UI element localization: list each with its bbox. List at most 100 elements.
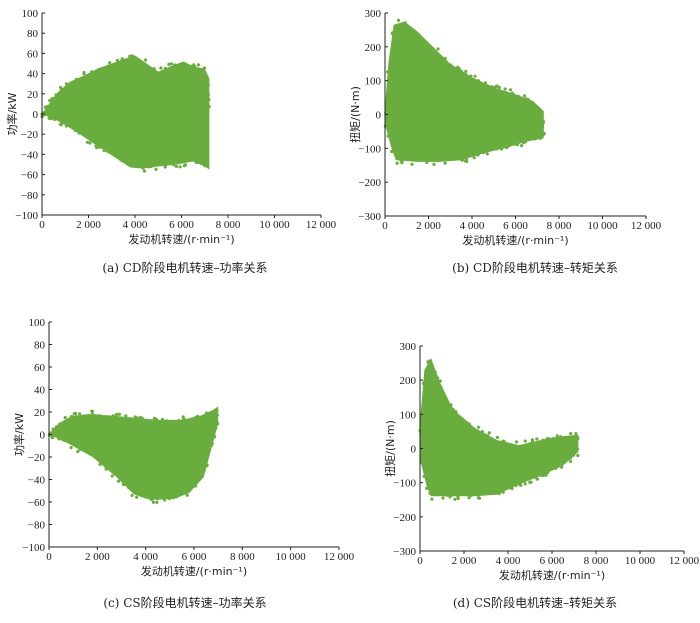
- data-point: [98, 74, 103, 78]
- data-point: [103, 116, 107, 120]
- data-point: [201, 456, 204, 460]
- data-point: [97, 89, 103, 94]
- data-point: [543, 449, 548, 455]
- data-point: [505, 469, 508, 473]
- data-point: [475, 79, 479, 83]
- data-point: [114, 154, 118, 158]
- data-point: [476, 492, 480, 496]
- data-point: [176, 485, 180, 490]
- data-point: [445, 478, 451, 484]
- data-point: [436, 376, 440, 380]
- data-point: [529, 480, 533, 484]
- x-tick-label: 10 000: [625, 555, 656, 567]
- data-point: [174, 103, 179, 108]
- data-point: [400, 73, 405, 78]
- data-point: [453, 97, 458, 103]
- data-point: [508, 443, 512, 448]
- data-point: [194, 155, 199, 160]
- data-point: [431, 471, 434, 475]
- data-point: [389, 66, 393, 69]
- data-point: [508, 143, 512, 147]
- data-point: [59, 115, 65, 121]
- data-point: [411, 124, 416, 129]
- data-point: [46, 105, 51, 109]
- data-point: [439, 454, 444, 458]
- y-tick-label: 20: [34, 407, 46, 419]
- data-point: [435, 148, 438, 151]
- data-point: [405, 81, 410, 85]
- y-tick-label: 100: [365, 76, 382, 88]
- data-point: [503, 118, 507, 122]
- data-point: [146, 430, 149, 433]
- data-point: [121, 417, 125, 420]
- data-point: [501, 106, 505, 110]
- data-point: [192, 84, 196, 88]
- data-point: [81, 98, 87, 104]
- data-point: [420, 141, 425, 146]
- data-point: [80, 132, 84, 136]
- data-point: [210, 425, 214, 430]
- data-point: [530, 473, 533, 476]
- data-point: [214, 427, 218, 430]
- data-point: [426, 422, 430, 427]
- scatter-points: [47, 408, 220, 504]
- data-point: [174, 164, 178, 168]
- data-point: [138, 81, 142, 85]
- y-tick-label: 100: [29, 317, 46, 329]
- data-point: [452, 148, 456, 152]
- data-point: [84, 424, 88, 428]
- data-point: [109, 71, 114, 76]
- data-point: [115, 58, 119, 62]
- data-point: [450, 478, 454, 482]
- data-point: [121, 66, 125, 70]
- data-point: [59, 87, 64, 92]
- data-point: [175, 151, 180, 156]
- data-point: [535, 465, 539, 469]
- data-point: [168, 429, 172, 433]
- data-point: [405, 120, 410, 126]
- y-tick-label: 40: [34, 385, 46, 397]
- data-point: [90, 443, 94, 447]
- data-point: [138, 132, 144, 137]
- data-point: [178, 87, 183, 91]
- data-point: [121, 446, 126, 451]
- data-point: [54, 425, 58, 428]
- data-point: [425, 419, 430, 423]
- data-point: [111, 417, 115, 421]
- data-point: [154, 152, 159, 157]
- data-point: [106, 66, 110, 70]
- data-point: [568, 459, 573, 464]
- data-point: [154, 433, 158, 437]
- data-point: [522, 94, 527, 98]
- data-point: [119, 94, 124, 98]
- data-point: [61, 433, 66, 438]
- data-point: [174, 80, 178, 85]
- data-point: [425, 433, 429, 437]
- data-point: [102, 93, 106, 97]
- data-point: [393, 55, 397, 59]
- y-tick-label: 20: [27, 89, 39, 101]
- data-point: [526, 464, 531, 469]
- data-point: [192, 443, 197, 448]
- data-point: [84, 133, 88, 137]
- data-point: [415, 102, 421, 107]
- data-point: [194, 119, 199, 123]
- data-point: [200, 424, 205, 428]
- data-point: [121, 119, 126, 124]
- data-point: [138, 156, 143, 161]
- data-point: [109, 434, 112, 438]
- y-tick-label: −60: [28, 497, 46, 509]
- data-point: [576, 453, 580, 458]
- data-point: [460, 94, 465, 99]
- data-point: [429, 447, 434, 451]
- data-point: [575, 436, 580, 441]
- data-point: [171, 103, 175, 108]
- data-point: [426, 472, 430, 476]
- data-point: [105, 446, 110, 450]
- data-point: [199, 462, 203, 465]
- data-point: [186, 77, 190, 81]
- y-tick-label: 80: [34, 340, 46, 352]
- data-point: [143, 92, 146, 96]
- data-point: [108, 112, 111, 116]
- data-point: [500, 147, 504, 151]
